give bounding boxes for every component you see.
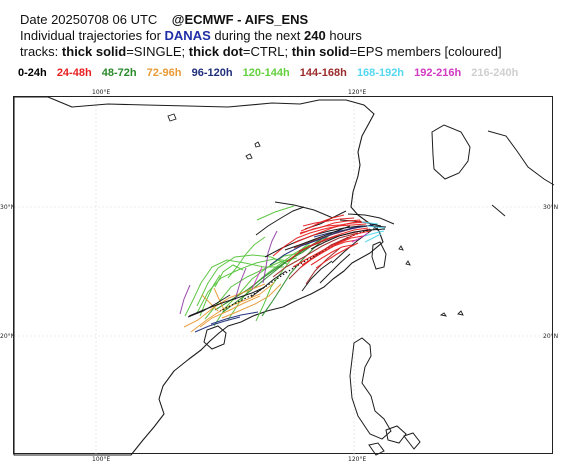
legend-item-72-96h: 72-96h bbox=[146, 67, 182, 79]
dark-green-tracks bbox=[214, 232, 333, 317]
storm-name: DANAS bbox=[164, 28, 211, 43]
luzon-coast bbox=[349, 337, 392, 440]
legend-item-24-48h: 24-48h bbox=[56, 67, 92, 79]
eps-label: =EPS members [coloured] bbox=[349, 44, 502, 59]
left-20-label: 20°N bbox=[0, 333, 16, 340]
map-frame: 100°E 120°E 100°E 120°E 30°N 20°N 30°N 2… bbox=[0, 89, 558, 463]
bottom-120-label: 120°E bbox=[348, 456, 367, 463]
korea-coast bbox=[431, 124, 471, 180]
bottom-100-label: 100°E bbox=[92, 456, 111, 463]
top-100-label: 100°E bbox=[92, 89, 111, 96]
single-label: =SINGLE; bbox=[126, 44, 186, 59]
visayas-coast bbox=[368, 425, 421, 456]
thick-solid-label: thick solid bbox=[61, 44, 127, 59]
control-track bbox=[219, 227, 379, 312]
forecast-unit: hours bbox=[329, 28, 362, 43]
chart-header: Date 20250708 06 UTC @ECMWF - AIFS_ENS I… bbox=[20, 12, 550, 60]
trajectory-mid: during the next bbox=[214, 28, 301, 43]
thick-dot-label: thick dot bbox=[188, 44, 243, 59]
title-line-3: tracks: thick solid=SINGLE; thick dot=CT… bbox=[20, 44, 550, 60]
navy-tracks bbox=[194, 223, 378, 333]
top-120-label: 120°E bbox=[348, 89, 367, 96]
legend-item-192-216h: 192-216h bbox=[414, 67, 462, 79]
red-track-cluster bbox=[272, 214, 371, 269]
right-20-label: 20°N bbox=[543, 333, 559, 340]
title-line-2: Individual trajectories for DANAS during… bbox=[20, 28, 550, 44]
date-label: Date 20250708 06 UTC bbox=[20, 12, 158, 27]
southern-japan-coast bbox=[491, 204, 506, 217]
trajectory-prefix: Individual trajectories for bbox=[20, 28, 161, 43]
legend-item-168-192h: 168-192h bbox=[356, 67, 405, 79]
legend-item-48-72h: 48-72h bbox=[101, 67, 137, 79]
legend-item-120-144h: 120-144h bbox=[242, 67, 290, 79]
graticule bbox=[14, 97, 554, 455]
ctrl-label: =CTRL; bbox=[242, 44, 289, 59]
legend-item-96-120h: 96-120h bbox=[191, 67, 233, 79]
forecast-horizon: 240 bbox=[304, 28, 326, 43]
brand-label: @ECMWF - AIFS_ENS bbox=[171, 12, 309, 27]
hainan-coast bbox=[203, 325, 227, 350]
legend-item-0-24h: 0-24h bbox=[18, 67, 47, 79]
title-line-1: Date 20250708 06 UTC @ECMWF - AIFS_ENS bbox=[20, 12, 550, 28]
taiwan-coast bbox=[371, 241, 387, 270]
japan-coast bbox=[487, 130, 555, 186]
black-tracks bbox=[187, 201, 395, 318]
trajectory-map bbox=[13, 96, 555, 456]
thin-solid-label: thin solid bbox=[291, 44, 350, 59]
purple-tracks bbox=[179, 230, 278, 315]
left-30-label: 30°N bbox=[0, 204, 16, 211]
cyan-tracks bbox=[361, 221, 386, 243]
legend-item-144-168h: 144-168h bbox=[299, 67, 347, 79]
small-islands bbox=[167, 113, 464, 317]
tracks-prefix: tracks: bbox=[20, 44, 59, 59]
china-coastline bbox=[13, 96, 384, 456]
legend-item-216-240h: 216-240h bbox=[471, 67, 519, 79]
magenta-tracks bbox=[251, 232, 369, 290]
time-legend: 0-24h 24-48h 48-72h 72-96h 96-120h 120-1… bbox=[18, 67, 525, 79]
right-30-label: 30°N bbox=[543, 204, 559, 211]
